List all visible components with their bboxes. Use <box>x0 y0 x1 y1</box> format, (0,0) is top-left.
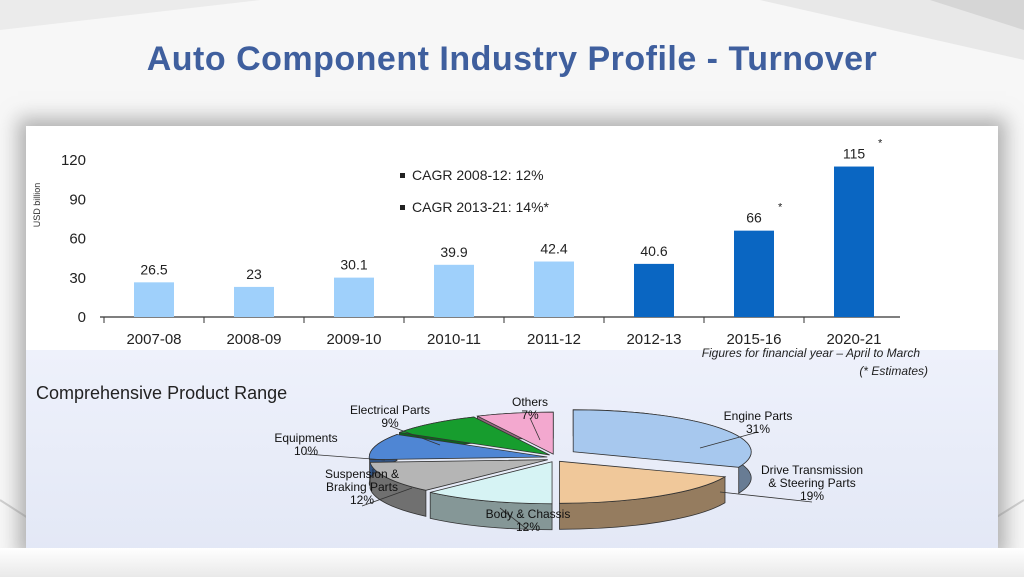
cagr-annotation: CAGR 2013-21: 14%* <box>412 199 550 215</box>
pie-slice-label: Body & Chassis 12% <box>486 507 571 534</box>
y-tick-label: 120 <box>61 152 86 169</box>
y-tick-label: 60 <box>69 231 86 248</box>
pie-slice <box>476 411 554 455</box>
footer-strip <box>0 548 1024 577</box>
pie-slice-label: Engine Parts 31% <box>724 409 793 436</box>
bar-value-label: 30.1 <box>340 257 367 273</box>
bar <box>734 230 774 317</box>
pie-leader-line <box>529 417 541 441</box>
pie-slice <box>430 461 553 505</box>
pie-slice <box>559 460 727 504</box>
x-tick-label: 2015-16 <box>726 331 781 348</box>
pie-slice-label: Others 7% <box>512 395 548 422</box>
bar-value-label: 115 <box>843 146 866 162</box>
bar <box>634 263 674 317</box>
bar-value-label: 42.4 <box>540 241 567 257</box>
pie-leader-line <box>499 507 529 531</box>
estimate-marker: * <box>878 138 883 150</box>
bar-value-label: 26.5 <box>140 261 167 277</box>
pie-leader-line <box>699 431 759 449</box>
pie-slice-label: Drive Transmission & Steering Parts 19% <box>761 463 863 503</box>
bar-value-label: 23 <box>246 266 262 282</box>
annotation-bullet <box>400 205 405 210</box>
bar <box>334 277 374 317</box>
bar-value-label: 40.6 <box>640 243 667 259</box>
estimate-marker: * <box>778 202 783 214</box>
y-axis-label: USD billion <box>32 183 42 228</box>
x-tick-label: 2010-11 <box>427 331 481 348</box>
pie-title: Comprehensive Product Range <box>36 383 287 403</box>
bar <box>234 286 274 317</box>
y-tick-label: 90 <box>69 191 86 208</box>
pie-slice-label: Equipments 10% <box>274 431 337 458</box>
x-tick-label: 2012-13 <box>626 331 681 348</box>
bar <box>534 261 574 317</box>
bar <box>834 166 874 317</box>
y-tick-label: 0 <box>78 309 86 326</box>
slide-title: Auto Component Industry Profile - Turnov… <box>146 40 878 78</box>
x-tick-label: 2007-08 <box>126 331 181 348</box>
pie-slice <box>399 416 550 456</box>
bar-value-label: 66 <box>746 210 762 226</box>
bar <box>134 282 174 317</box>
x-tick-label: 2011-12 <box>527 331 581 348</box>
x-tick-label: 2009-10 <box>326 331 381 348</box>
pie-leader-line <box>305 453 386 461</box>
footnote-estimates: (* Estimates) <box>859 364 928 378</box>
pie-slice <box>572 409 752 468</box>
footnote-financial-year: Figures for financial year – April to Ma… <box>702 346 921 360</box>
pie-slice <box>369 459 548 491</box>
pie-leader-line <box>361 487 413 507</box>
x-tick-label: 2008-09 <box>226 331 281 348</box>
annotation-bullet <box>400 173 405 178</box>
pie-leader-line <box>389 425 441 446</box>
bar <box>434 264 474 317</box>
x-tick-label: 2020-21 <box>826 331 881 348</box>
cagr-annotation: CAGR 2008-12: 12% <box>412 167 544 183</box>
bar-value-label: 39.9 <box>440 244 467 260</box>
pie-slice-label: Suspension & Braking Parts 12% <box>325 467 399 507</box>
y-tick-label: 30 <box>69 270 86 287</box>
pie-leader-line <box>719 491 813 503</box>
pie-slice-label: Electrical Parts 9% <box>350 403 430 430</box>
